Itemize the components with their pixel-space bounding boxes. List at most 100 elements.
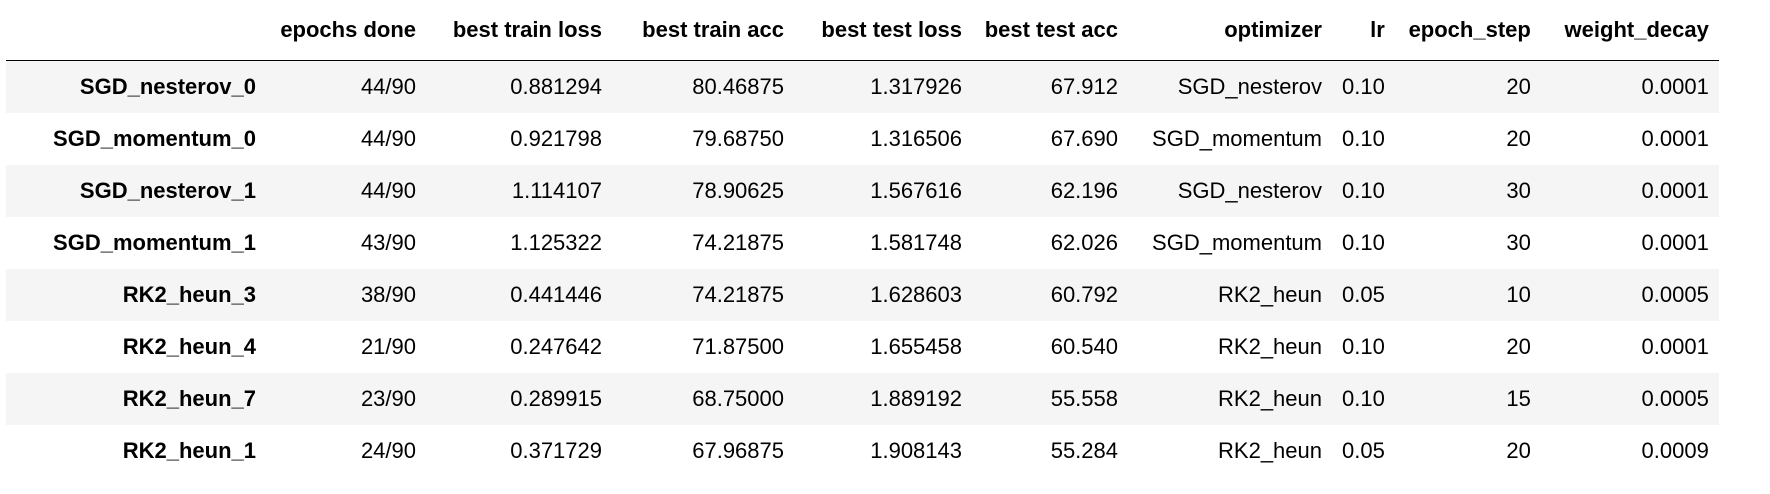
cell-lr: 0.05 [1342, 437, 1385, 463]
table-row: SGD_nesterov_0 44/90 0.881294 80.46875 1… [6, 60, 1719, 113]
table-row: SGD_momentum_0 44/90 0.921798 79.68750 1… [6, 113, 1719, 165]
cell-epoch-step: 20 [1506, 437, 1531, 463]
cell-best-test-loss: 1.581748 [870, 229, 962, 255]
cell-weight-decay: 0.0009 [1641, 437, 1709, 463]
cell-weight-decay: 0.0001 [1641, 333, 1709, 359]
cell-best-test-acc: 60.792 [1050, 281, 1118, 307]
cell-best-train-acc: 78.90625 [692, 177, 784, 203]
cell-optimizer: SGD_nesterov [1177, 73, 1322, 99]
cell-weight-decay: 0.0001 [1641, 229, 1709, 255]
cell-optimizer: RK2_heun [1218, 385, 1322, 411]
cell-lr: 0.10 [1342, 73, 1385, 99]
table-body: SGD_nesterov_0 44/90 0.881294 80.46875 1… [6, 60, 1719, 477]
cell-epoch-step: 20 [1506, 333, 1531, 359]
cell-epochs-done: 21/90 [360, 333, 416, 359]
cell-weight-decay: 0.0001 [1641, 177, 1709, 203]
cell-weight-decay: 0.0005 [1641, 385, 1709, 411]
cell-best-train-acc: 71.87500 [692, 333, 784, 359]
cell-best-train-acc: 80.46875 [692, 73, 784, 99]
cell-best-test-acc: 62.026 [1050, 229, 1118, 255]
column-header-optimizer: optimizer [1128, 0, 1332, 61]
cell-lr: 0.10 [1342, 385, 1385, 411]
cell-epochs-done: 38/90 [360, 281, 416, 307]
column-header-best-train-loss: best train loss [426, 0, 612, 61]
row-index: SGD_nesterov_1 [79, 177, 256, 203]
cell-optimizer: RK2_heun [1218, 333, 1322, 359]
table-row: RK2_heun_3 38/90 0.441446 74.21875 1.628… [6, 268, 1719, 321]
cell-best-train-loss: 0.441446 [510, 281, 602, 307]
cell-lr: 0.10 [1342, 229, 1385, 255]
column-header-best-train-acc: best train acc [612, 0, 794, 61]
row-index: SGD_momentum_1 [53, 229, 256, 255]
cell-best-train-loss: 0.247642 [510, 333, 602, 359]
cell-best-test-loss: 1.567616 [870, 177, 962, 203]
row-index: RK2_heun_7 [122, 385, 256, 411]
column-header-weight-decay: weight_decay [1540, 0, 1719, 61]
cell-epochs-done: 43/90 [360, 229, 416, 255]
cell-epoch-step: 30 [1506, 229, 1531, 255]
cell-best-test-acc: 67.690 [1050, 125, 1118, 151]
cell-best-test-loss: 1.655458 [870, 333, 962, 359]
table-row: RK2_heun_7 23/90 0.289915 68.75000 1.889… [6, 372, 1719, 425]
cell-best-train-loss: 0.921798 [510, 125, 602, 151]
cell-best-train-loss: 0.881294 [510, 73, 602, 99]
header-row: epochs done best train loss best train a… [6, 0, 1719, 61]
cell-epoch-step: 15 [1506, 385, 1531, 411]
cell-weight-decay: 0.0001 [1641, 125, 1709, 151]
cell-lr: 0.05 [1342, 281, 1385, 307]
cell-best-test-acc: 55.558 [1050, 385, 1118, 411]
cell-best-train-loss: 1.114107 [511, 177, 602, 203]
cell-epochs-done: 24/90 [360, 437, 416, 463]
column-header-best-test-loss: best test loss [794, 0, 972, 61]
cell-best-train-loss: 1.125322 [510, 229, 602, 255]
cell-epoch-step: 10 [1506, 281, 1531, 307]
cell-best-test-loss: 1.316506 [870, 125, 962, 151]
cell-epochs-done: 23/90 [360, 385, 416, 411]
cell-best-test-acc: 62.196 [1050, 177, 1118, 203]
table-row: RK2_heun_1 24/90 0.371729 67.96875 1.908… [6, 425, 1719, 477]
cell-best-test-loss: 1.908143 [870, 437, 962, 463]
column-header-epochs-done: epochs done [266, 0, 426, 61]
cell-best-train-loss: 0.289915 [510, 385, 602, 411]
table-row: SGD_momentum_1 43/90 1.125322 74.21875 1… [6, 217, 1719, 269]
row-index: RK2_heun_1 [122, 437, 256, 463]
cell-best-test-loss: 1.317926 [870, 73, 962, 99]
cell-best-train-acc: 74.21875 [692, 281, 784, 307]
cell-best-test-acc: 55.284 [1050, 437, 1118, 463]
row-index: RK2_heun_4 [122, 333, 256, 359]
cell-optimizer: SGD_momentum [1152, 125, 1322, 151]
column-header-lr: lr [1332, 0, 1395, 61]
index-header [6, 0, 266, 61]
row-index: SGD_momentum_0 [53, 125, 256, 151]
cell-best-test-loss: 1.889192 [870, 385, 962, 411]
cell-best-train-loss: 0.371729 [510, 437, 602, 463]
cell-lr: 0.10 [1342, 177, 1385, 203]
cell-epoch-step: 20 [1506, 125, 1531, 151]
cell-optimizer: RK2_heun [1218, 437, 1322, 463]
cell-best-test-acc: 67.912 [1050, 73, 1118, 99]
row-index: RK2_heun_3 [122, 281, 256, 307]
table-row: RK2_heun_4 21/90 0.247642 71.87500 1.655… [6, 321, 1719, 373]
cell-epochs-done: 44/90 [360, 177, 416, 203]
cell-lr: 0.10 [1342, 125, 1385, 151]
cell-weight-decay: 0.0005 [1641, 281, 1709, 307]
cell-best-test-loss: 1.628603 [870, 281, 962, 307]
cell-best-train-acc: 74.21875 [692, 229, 784, 255]
cell-optimizer: SGD_momentum [1152, 229, 1322, 255]
cell-weight-decay: 0.0001 [1641, 73, 1709, 99]
table-row: SGD_nesterov_1 44/90 1.114107 78.90625 1… [6, 164, 1719, 217]
column-header-best-test-acc: best test acc [972, 0, 1128, 61]
cell-optimizer: SGD_nesterov [1177, 177, 1322, 203]
cell-lr: 0.10 [1342, 333, 1385, 359]
cell-best-train-acc: 68.75000 [692, 385, 784, 411]
column-header-epoch-step: epoch_step [1394, 0, 1541, 61]
cell-best-train-acc: 79.68750 [692, 125, 784, 151]
cell-best-train-acc: 67.96875 [692, 437, 784, 463]
cell-epochs-done: 44/90 [360, 73, 416, 99]
row-index: SGD_nesterov_0 [79, 73, 256, 99]
results-table: epochs done best train loss best train a… [6, 0, 1719, 477]
cell-epoch-step: 20 [1506, 73, 1531, 99]
table-header: epochs done best train loss best train a… [6, 0, 1719, 61]
cell-best-test-acc: 60.540 [1050, 333, 1118, 359]
dataframe-container: epochs done best train loss best train a… [6, 0, 1719, 477]
